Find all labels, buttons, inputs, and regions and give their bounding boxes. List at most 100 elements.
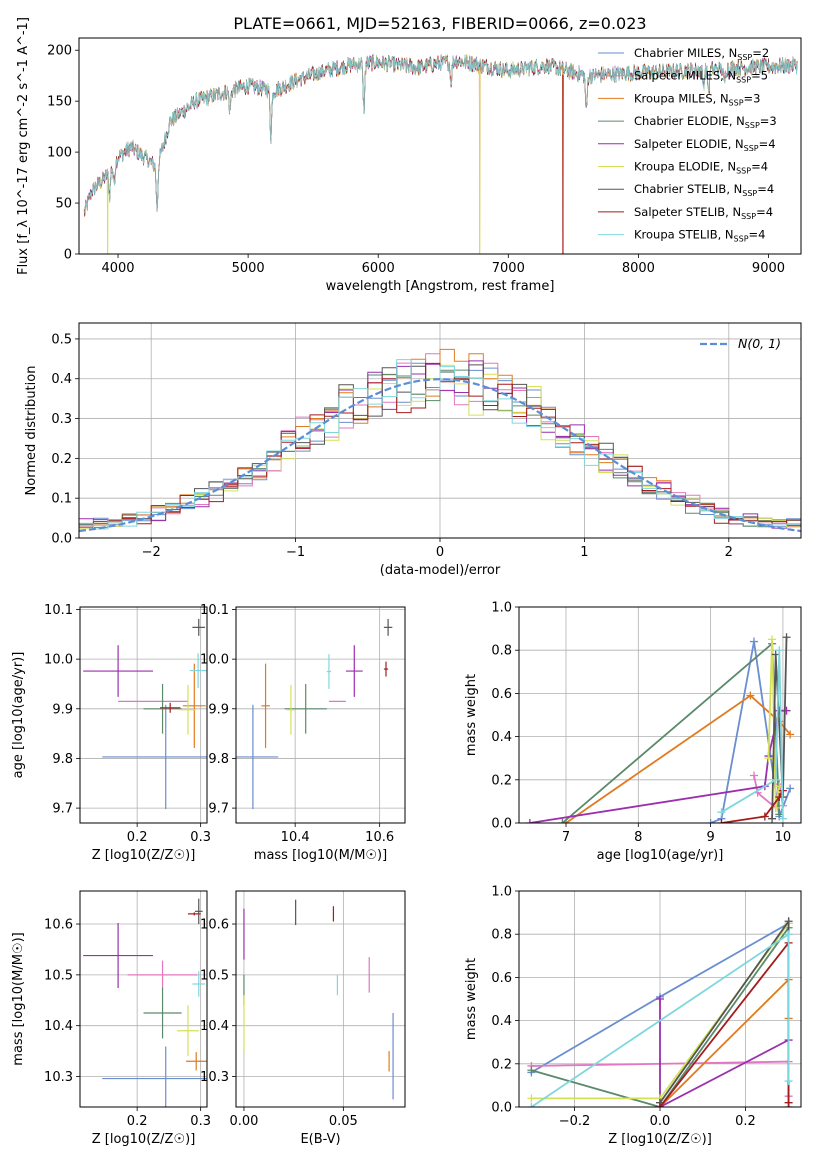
- weight-marker: [784, 917, 793, 926]
- x-tick-label: 8000: [622, 261, 655, 276]
- weight-line-7: [659, 940, 790, 1107]
- legend-entry: Salpeter MILES, NSSP=5: [634, 69, 768, 85]
- x-axis-label: E(B-V): [300, 1132, 340, 1147]
- x-tick-label: 10.6: [365, 830, 394, 845]
- weight-marker: [784, 930, 793, 939]
- normal-curve: [79, 378, 801, 533]
- weight-marker: [527, 1066, 536, 1075]
- plot-area-residuals: [79, 348, 801, 533]
- plot-weight-vs-Z: −0.2 0.0 0.2 0.0 0.2 0.4 0.6 0.8 1.0 Z [log10(Z/Z…: [464, 885, 802, 1147]
- legend-sub: SSP: [734, 235, 749, 244]
- legend-nssp: =4: [757, 182, 774, 196]
- errorbar-point-7: [187, 912, 201, 916]
- legend-entry: N(0, 1): [738, 336, 781, 351]
- errorbar-point-1: [127, 960, 198, 990]
- y-tick-label: 0.4: [491, 1014, 512, 1029]
- errorbar-point-7: [160, 702, 181, 713]
- legend-entry: Kroupa ELODIE, NSSP=4: [634, 160, 768, 176]
- legend-entry: Kroupa STELIB, NSSP=4: [634, 228, 765, 244]
- plot-area-weight-vs-age: [525, 633, 795, 823]
- weight-marker: [656, 1103, 664, 1107]
- errorbar-point-6: [194, 898, 203, 925]
- x-tick-label: 0.0: [650, 1114, 671, 1129]
- errorbar-point-0: [102, 704, 207, 810]
- y-tick-label: 0.2: [491, 773, 512, 788]
- axes-frame: [79, 890, 208, 1108]
- axes-frame: [235, 890, 406, 1108]
- y-tick-label: 0.0: [491, 1101, 512, 1116]
- legend-entry: Chabrier ELODIE, NSSP=3: [634, 114, 777, 130]
- weight-marker: [775, 646, 784, 655]
- legend-label: Salpeter STELIB, N: [634, 205, 741, 219]
- x-axis-label: Z [log10(Z/Z☉)]: [608, 1132, 712, 1147]
- y-tick-label: 9.8: [208, 752, 229, 767]
- y-tick-label: 1.0: [491, 885, 512, 900]
- weight-line-6: [771, 637, 788, 819]
- y-tick-label: 0.6: [491, 687, 512, 702]
- plot-age-vs-mass: 10.4 10.6 9.7 9.8 9.9 10.0 10.1 mass [log10(M/M…: [200, 603, 406, 863]
- legend-sub: SSP: [744, 144, 759, 153]
- legend-sub: SSP: [736, 167, 751, 176]
- x-tick-label: 6000: [362, 261, 395, 276]
- errorbar-point-4: [83, 923, 154, 989]
- y-tick-label: 0.0: [51, 532, 72, 547]
- x-tick-label: 2: [725, 545, 733, 560]
- y-tick-label: 9.9: [52, 702, 73, 717]
- x-tick-label: −1: [286, 545, 305, 560]
- errorbar-point-3: [143, 987, 182, 1039]
- weight-marker: [706, 819, 715, 823]
- y-tick-label: 0.0: [491, 817, 512, 832]
- x-tick-label: 10.4: [281, 830, 310, 845]
- axes-frame: [235, 606, 406, 824]
- errorbar-point-5: [286, 684, 296, 735]
- weight-marker: [771, 775, 780, 784]
- y-tick-label: 9.9: [208, 702, 229, 717]
- legend-entry: Salpeter STELIB, NSSP=4: [634, 205, 773, 221]
- weight-marker: [778, 814, 787, 823]
- x-tick-label: 4000: [101, 261, 134, 276]
- y-tick-label: 200: [47, 44, 72, 59]
- weight-line-3: [531, 927, 790, 1107]
- y-tick-label: 10.3: [200, 1070, 229, 1085]
- x-axis-label: age [log10(age/yr)]: [597, 848, 724, 863]
- x-tick-label: 7: [562, 830, 570, 845]
- plot-area-mass-vs-EBV: [243, 899, 394, 1100]
- x-tick-label: 0.2: [127, 830, 148, 845]
- legend-entry: Salpeter ELODIE, NSSP=4: [634, 137, 776, 153]
- x-tick-label: 0.3: [190, 1114, 211, 1129]
- plot-weight-vs-age: 7 8 9 10 0.0 0.2 0.4 0.6 0.8 1.0 age [log10(age/yr…: [464, 601, 802, 863]
- weight-line-7: [721, 790, 784, 823]
- errorbar-point-7: [383, 661, 389, 677]
- y-tick-label: 9.7: [208, 802, 229, 817]
- weight-line-4: [529, 709, 787, 823]
- legend-nssp: =4: [751, 160, 768, 174]
- y-tick-label: 50: [55, 197, 72, 212]
- plot-area-mass-vs-Z: [83, 898, 207, 1107]
- legend-label: Chabrier STELIB, N: [634, 182, 742, 196]
- plot-spectrum: 4000 5000 6000 7000 8000 9000 0 50 100 150 200 wave…: [16, 17, 802, 294]
- x-axis-label: (data-model)/error: [380, 563, 501, 578]
- weight-marker: [784, 1077, 793, 1086]
- y-axis-label: Normed distribution: [24, 366, 39, 496]
- legend-nssp: =4: [759, 137, 776, 151]
- legend-nssp: =4: [749, 228, 766, 242]
- x-tick-label: −0.2: [559, 1114, 591, 1129]
- x-tick-label: 7000: [492, 261, 525, 276]
- legend-label: Kroupa ELODIE, N: [634, 160, 736, 174]
- errorbar-point-2: [186, 1052, 207, 1071]
- weight-line-2: [659, 977, 790, 1107]
- errorbar-point-6: [192, 618, 206, 636]
- legend-label: Salpeter ELODIE, N: [634, 137, 744, 151]
- y-tick-label: 100: [47, 146, 72, 161]
- y-tick-label: 0.2: [491, 1057, 512, 1072]
- weight-marker: [746, 691, 755, 700]
- histogram-8: [79, 359, 801, 530]
- legend-label: Kroupa MILES, N: [634, 91, 729, 105]
- y-tick-label: 0.4: [491, 730, 512, 745]
- axes-frame: [518, 606, 802, 824]
- x-tick-label: 1: [580, 545, 588, 560]
- plot-mass-vs-Z: 0.2 0.3 10.3 10.4 10.5 10.6 Z [log10(Z/Z☉)] mas…: [11, 890, 211, 1147]
- y-tick-label: 10.6: [44, 918, 73, 933]
- y-tick-label: 0.8: [491, 928, 512, 943]
- weight-marker: [760, 812, 769, 821]
